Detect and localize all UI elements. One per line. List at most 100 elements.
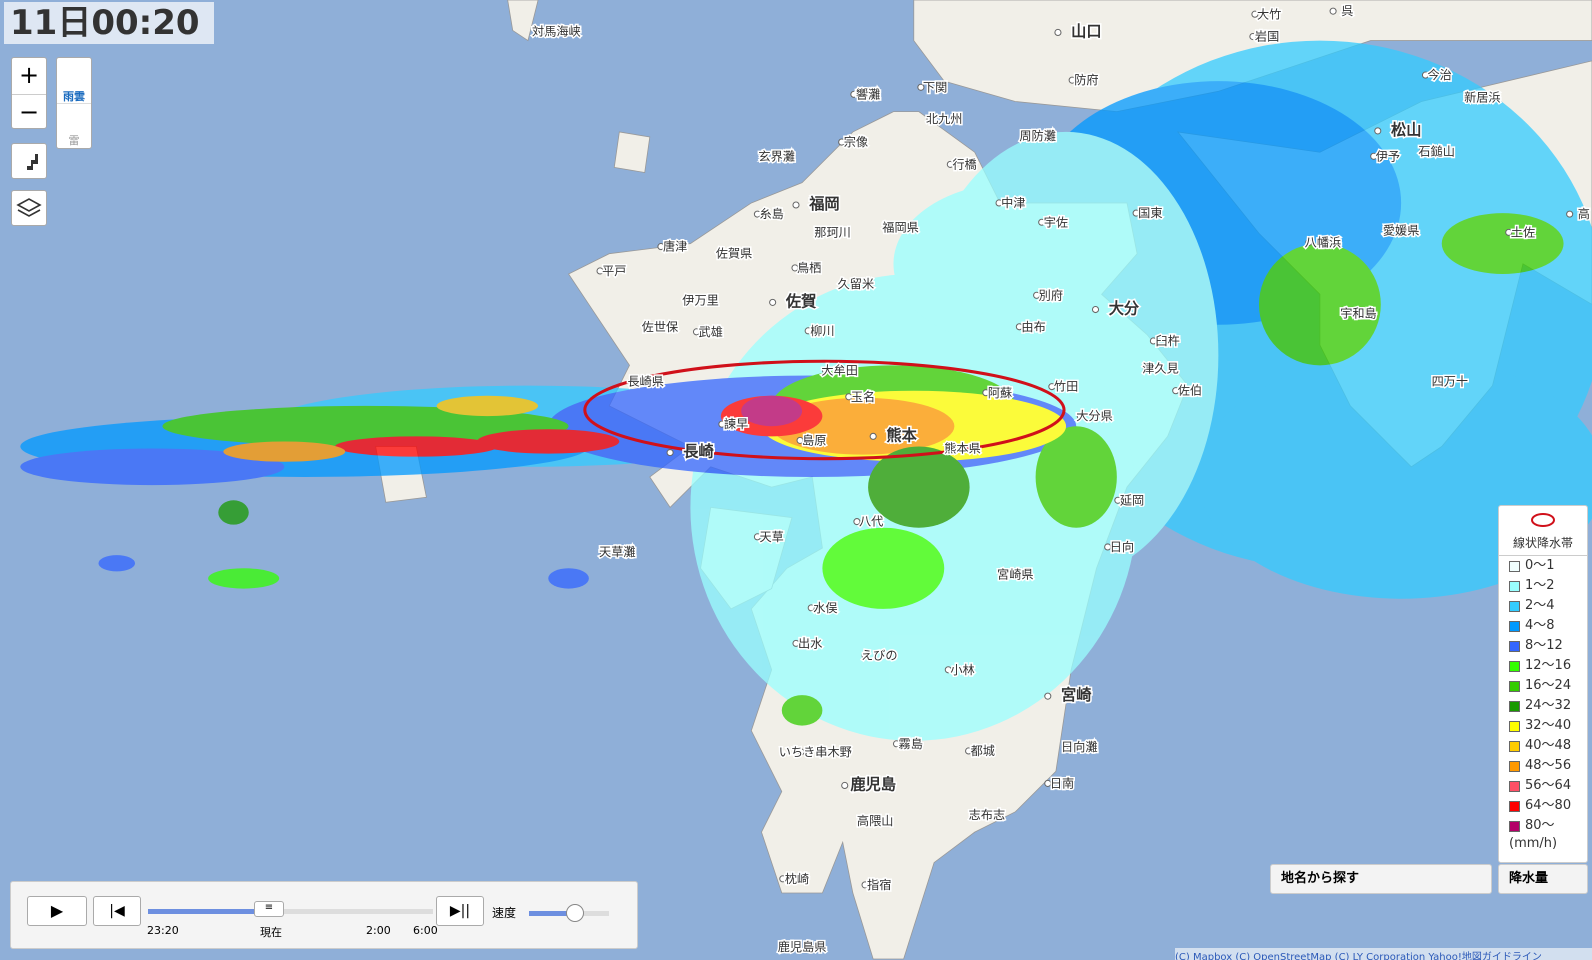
attribution: (C) Mapbox (C) OpenStreetMap (C) LY Corp… [1175,948,1592,960]
place-label: 水俣 [813,601,837,615]
legend-unit: (mm/h) [1509,836,1558,851]
rain-area [436,395,539,417]
place-dot [804,327,812,335]
legend-row: 8〜12 [1499,636,1587,656]
layer-thunder[interactable]: 雷 [68,134,80,147]
legend-range: 8〜12 [1525,638,1563,653]
place-dot [857,817,865,825]
legend-range: 12〜16 [1525,658,1572,673]
rain-area [98,555,136,572]
place-dot [944,444,952,453]
place-label: 新居浜 [1464,89,1501,104]
place-label: 行橋 [952,157,976,171]
place-label: 宮崎 [1061,686,1091,704]
speed-progress [529,911,574,916]
place-label: いちき串木野 [779,745,852,759]
play-button[interactable]: ▶ [27,896,87,926]
speed-handle[interactable] [566,904,584,922]
place-dot [850,90,858,98]
rain-area [781,695,823,726]
layers-button[interactable] [11,190,47,226]
place-dot [997,570,1005,578]
place-dot [838,138,846,146]
place-dot [1044,779,1052,787]
place-label: 延岡 [1120,493,1144,507]
place-dot [861,652,869,660]
legend-swatch [1509,740,1520,752]
place-label: 竹田 [1054,380,1078,394]
place-dot [1044,692,1052,700]
band-icon [1531,513,1555,527]
place-dot [1114,496,1122,504]
place-dot [969,811,977,819]
place-dot [1505,228,1513,236]
layer-select-label: 降水量 [1509,871,1549,886]
place-dot [1421,71,1430,79]
place-label: 天草 [759,530,783,544]
place-label: 島原 [802,432,826,447]
rain-area [548,568,589,589]
place-dot [779,875,787,883]
place-dot [1048,383,1056,391]
place-dot [792,201,800,209]
place-dot [1132,209,1140,217]
place-search[interactable]: 地名から探す [1270,864,1492,894]
place-label: 久留米 [838,277,875,291]
rain-area [822,527,945,609]
place-label: 佐伯 [1178,383,1202,398]
legend-swatch [1509,580,1520,592]
back-button[interactable]: |◀ [93,896,141,926]
rain-area [1198,355,1592,599]
step-button[interactable]: ▶|| [436,896,484,926]
zoom-in[interactable]: + [12,58,46,95]
band-outline [583,359,1066,461]
japan-shape [21,154,38,170]
place-label: 長崎県 [627,375,664,389]
place-dot [882,223,890,231]
place-label: 霧島 [899,736,923,751]
place-label: 佐賀 [785,292,817,310]
place-dot [1464,93,1472,101]
place-dot [753,533,761,541]
place-label: 福岡県 [882,219,919,234]
layer-rain[interactable]: 雨雲 [57,58,91,104]
place-dot [869,432,877,440]
place-dot [1076,412,1084,420]
place-dot [666,449,674,457]
place-label: 指宿 [867,877,891,892]
timeline-handle[interactable]: ≡ [254,901,284,917]
zoom-out[interactable]: − [18,98,40,126]
legend-row: 32〜40 [1499,716,1587,736]
legend-range: 16〜24 [1525,678,1572,693]
place-label: 武雄 [699,324,723,339]
place-label: 日向 [1110,539,1134,554]
legend-rows: 0〜1 1〜2 2〜4 4〜8 8〜12 12〜16 16〜24 24〜32 32〜40 40〜4… [1499,556,1587,836]
place-dot [926,115,934,123]
legend-swatch [1509,760,1520,772]
iki [613,131,651,173]
rain-area [162,405,569,447]
place-label: 北九州 [926,112,963,126]
rain-area [741,395,803,427]
place-label: 防府 [1074,72,1098,87]
place-dot [1329,7,1337,15]
legend-band-icon [1531,513,1555,527]
place-label: 松山 [1391,121,1421,139]
place-search-label: 地名から探す [1281,871,1360,886]
legend-row: 24〜32 [1499,696,1587,716]
layer-select[interactable]: 降水量 [1498,864,1588,894]
place-dot [599,548,607,556]
legend-row: 2〜4 [1499,596,1587,616]
time-now: 現在 [260,926,282,939]
band-label: 線状降水帯 [1499,534,1587,556]
place-dot [642,323,650,331]
place-label: 小林 [950,663,974,677]
place-dot [1340,310,1348,318]
japan-button[interactable] [11,143,47,179]
rain-area [477,429,620,454]
place-label: 宗像 [844,134,868,149]
rain-area [208,568,280,589]
place-dot [753,210,761,218]
place-label: 出水 [798,636,822,650]
